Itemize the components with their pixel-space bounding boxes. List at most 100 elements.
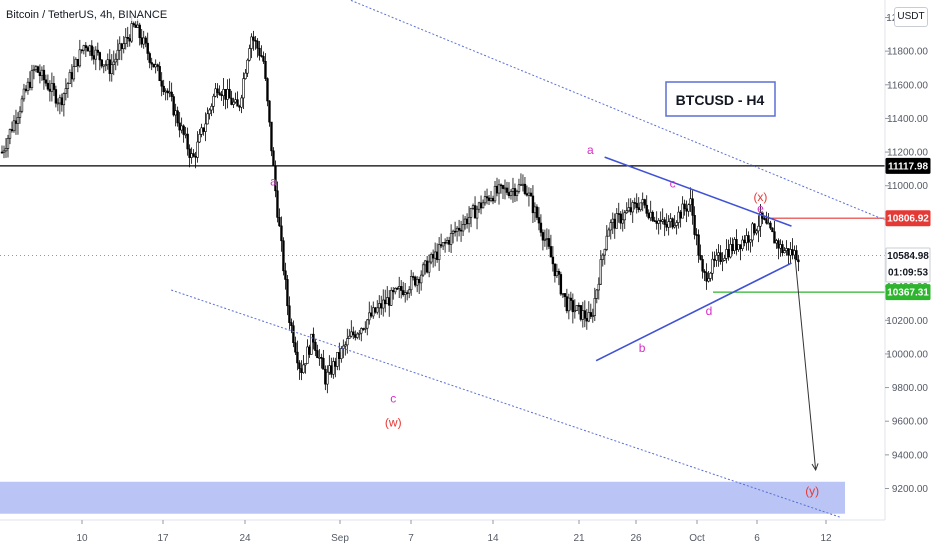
candle-body xyxy=(655,221,658,224)
triangle-lower-line[interactable] xyxy=(595,262,792,362)
price-badge-value: 11117.98 xyxy=(888,161,928,172)
channel-lower-line[interactable] xyxy=(171,289,840,518)
price-badge-value: 10367.31 xyxy=(887,288,929,299)
candle-body xyxy=(627,207,630,212)
candle-body xyxy=(44,79,48,84)
candle-body xyxy=(745,235,748,244)
candle-body xyxy=(292,325,295,344)
candle-body xyxy=(106,59,109,66)
time-axis[interactable]: 10 17 24 Sep 7 14 21 26 Oct 6 12 xyxy=(76,520,832,544)
candle-body xyxy=(623,212,626,221)
candle-body xyxy=(374,307,377,313)
candle-body xyxy=(695,234,698,236)
candle-body xyxy=(643,199,646,206)
candle-body xyxy=(24,88,28,91)
candle-body xyxy=(741,239,744,249)
candle-body xyxy=(116,49,119,60)
price-badge[interactable] xyxy=(885,210,931,227)
candle-body xyxy=(553,263,557,277)
candle-body xyxy=(599,259,602,285)
candle-body xyxy=(290,322,293,327)
candle-body xyxy=(675,222,678,226)
candle-body xyxy=(575,305,579,311)
candle-body xyxy=(463,218,467,225)
candle-body xyxy=(372,307,375,317)
candle-body xyxy=(42,69,46,81)
candle-body xyxy=(384,299,387,305)
candle-body xyxy=(707,278,710,282)
triangle-upper-line[interactable] xyxy=(604,156,792,227)
candle-body xyxy=(228,88,231,99)
candle-body xyxy=(753,223,756,234)
candle-body xyxy=(615,213,618,229)
time-tick-label: 26 xyxy=(630,533,642,544)
candle-body xyxy=(242,78,245,99)
candle-body xyxy=(793,250,796,256)
candle-body xyxy=(665,224,668,228)
candle-body xyxy=(773,231,776,244)
candle-body xyxy=(563,293,567,297)
candle-body xyxy=(124,36,127,44)
candle-body xyxy=(435,251,439,260)
candle-body xyxy=(709,272,712,279)
candle-body xyxy=(449,233,453,245)
candle-body xyxy=(216,88,219,94)
candle-body xyxy=(481,202,485,209)
candle-body xyxy=(407,289,411,294)
candle-body xyxy=(697,234,700,256)
price-tick-label: 11600.00 xyxy=(887,80,928,91)
candle-body xyxy=(535,206,539,218)
candle-body xyxy=(240,97,243,108)
target-zone xyxy=(0,481,845,514)
candle-body xyxy=(102,64,105,67)
candle-body xyxy=(14,120,18,124)
candle-body xyxy=(274,165,277,192)
candle-body xyxy=(376,307,379,313)
candle-body xyxy=(262,56,265,62)
candle-body xyxy=(318,357,321,359)
candle-body xyxy=(190,153,193,158)
channel-upper-line[interactable] xyxy=(344,0,892,224)
candle-body xyxy=(72,66,76,80)
price-badge[interactable] xyxy=(885,247,931,283)
candle-body xyxy=(192,153,195,157)
candle-body xyxy=(455,227,459,232)
candle-body xyxy=(178,122,181,131)
candle-body xyxy=(238,105,241,108)
candle-body xyxy=(453,230,457,233)
currency-button[interactable]: USDT xyxy=(894,7,928,27)
price-badge[interactable] xyxy=(885,284,931,301)
candle-body xyxy=(246,59,249,74)
candle-body xyxy=(176,110,179,124)
candle-body xyxy=(130,23,133,42)
candle-body xyxy=(268,100,271,123)
candle-body xyxy=(461,224,465,232)
candle-body xyxy=(362,328,365,330)
candle-body xyxy=(639,202,642,210)
candle-body xyxy=(254,39,257,42)
time-tick-label: Oct xyxy=(689,533,705,544)
candle-body xyxy=(735,239,738,250)
candle-body xyxy=(775,240,778,244)
candle-body xyxy=(419,274,423,284)
candle-body xyxy=(647,213,650,219)
candle-body xyxy=(172,96,175,116)
time-tick-label: 10 xyxy=(76,533,88,544)
bar-countdown: 01:09:53 xyxy=(888,268,928,279)
candle-body xyxy=(348,335,351,339)
candle-body xyxy=(739,244,742,249)
candle-body xyxy=(737,244,740,250)
candle-body xyxy=(711,258,714,274)
candle-body xyxy=(162,85,165,93)
candle-body xyxy=(605,235,608,250)
candle-body xyxy=(593,298,597,316)
candle-body xyxy=(531,195,535,214)
candle-body xyxy=(20,98,24,112)
projection-arrow[interactable] xyxy=(794,256,817,471)
candle-body xyxy=(84,45,88,49)
price-tick-label: 10200.00 xyxy=(886,316,928,327)
candle-body xyxy=(521,183,525,186)
price-tick-label: 10000.00 xyxy=(886,349,928,360)
price-badge[interactable] xyxy=(885,157,931,174)
